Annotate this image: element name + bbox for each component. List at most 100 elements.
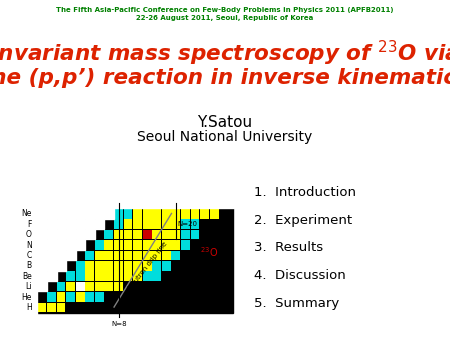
- Bar: [171, 230, 180, 239]
- Bar: [114, 240, 123, 250]
- Bar: [181, 219, 190, 229]
- Bar: [37, 208, 47, 219]
- Bar: [104, 251, 113, 260]
- Bar: [66, 208, 76, 219]
- Bar: [76, 239, 86, 250]
- Bar: [181, 230, 190, 239]
- Bar: [95, 261, 104, 271]
- Bar: [191, 230, 199, 239]
- Text: O: O: [26, 230, 32, 239]
- Bar: [86, 292, 94, 302]
- Bar: [95, 240, 104, 250]
- Bar: [162, 261, 171, 271]
- Bar: [114, 219, 123, 229]
- Bar: [104, 208, 114, 219]
- Text: Seoul National University: Seoul National University: [137, 130, 313, 144]
- Bar: [171, 219, 180, 229]
- Bar: [181, 209, 190, 219]
- Bar: [36, 197, 233, 313]
- Bar: [47, 250, 57, 260]
- Bar: [143, 230, 152, 239]
- Bar: [95, 251, 104, 260]
- Bar: [14, 188, 234, 208]
- Text: C: C: [27, 251, 32, 260]
- Bar: [143, 251, 152, 260]
- Bar: [133, 261, 142, 271]
- Bar: [143, 261, 152, 271]
- Text: N=8: N=8: [111, 320, 126, 327]
- Bar: [47, 208, 57, 219]
- Bar: [162, 230, 171, 239]
- Bar: [153, 271, 161, 281]
- Bar: [37, 239, 47, 250]
- Bar: [171, 209, 180, 219]
- Bar: [104, 261, 113, 271]
- Bar: [162, 209, 171, 219]
- Bar: [86, 282, 94, 291]
- Bar: [191, 209, 199, 219]
- Bar: [37, 229, 47, 239]
- Bar: [133, 219, 142, 229]
- Text: Y.Satou: Y.Satou: [198, 115, 252, 130]
- Bar: [153, 261, 161, 271]
- Bar: [57, 303, 65, 312]
- Bar: [143, 230, 152, 239]
- Bar: [153, 230, 161, 239]
- Bar: [162, 240, 171, 250]
- Text: H: H: [26, 303, 32, 312]
- Text: B: B: [27, 262, 32, 270]
- Bar: [86, 219, 95, 229]
- Bar: [171, 240, 180, 250]
- Bar: [95, 219, 104, 229]
- Bar: [47, 229, 57, 239]
- Bar: [37, 219, 47, 229]
- Bar: [37, 250, 47, 260]
- Bar: [95, 271, 104, 281]
- Bar: [76, 282, 85, 291]
- Text: Neutron drip line: Neutron drip line: [127, 240, 168, 291]
- Text: F: F: [27, 220, 32, 229]
- Bar: [162, 251, 171, 260]
- Bar: [143, 240, 152, 250]
- Bar: [114, 230, 123, 239]
- Text: Li: Li: [25, 282, 32, 291]
- Bar: [153, 251, 161, 260]
- Bar: [47, 239, 57, 250]
- Bar: [57, 292, 65, 302]
- Bar: [86, 261, 94, 271]
- Bar: [143, 271, 152, 281]
- Bar: [14, 193, 37, 328]
- Bar: [66, 271, 75, 281]
- Bar: [57, 260, 66, 271]
- Bar: [66, 229, 76, 239]
- Bar: [76, 261, 85, 271]
- Bar: [57, 208, 66, 219]
- Bar: [66, 250, 76, 260]
- Bar: [76, 271, 85, 281]
- Bar: [76, 292, 85, 302]
- Bar: [95, 282, 104, 291]
- Bar: [76, 229, 86, 239]
- Bar: [76, 208, 86, 219]
- Text: Be: Be: [22, 272, 32, 281]
- Bar: [143, 209, 152, 219]
- Text: 5.  Summary: 5. Summary: [254, 297, 339, 310]
- Text: N=20: N=20: [177, 221, 197, 227]
- Bar: [37, 303, 46, 312]
- Bar: [76, 282, 85, 291]
- Bar: [153, 240, 161, 250]
- Text: The Fifth Asia-Pacific Conference on Few-Body Problems in Physics 2011 (APFB2011: The Fifth Asia-Pacific Conference on Few…: [56, 7, 394, 13]
- Bar: [171, 251, 180, 260]
- Bar: [47, 303, 56, 312]
- Bar: [114, 251, 123, 260]
- Bar: [37, 271, 47, 281]
- Text: 1.  Introduction: 1. Introduction: [254, 186, 356, 199]
- Bar: [133, 230, 142, 239]
- Bar: [86, 251, 94, 260]
- Text: 3.  Results: 3. Results: [254, 241, 324, 254]
- Bar: [133, 240, 142, 250]
- Bar: [124, 230, 132, 239]
- Text: Invariant mass spectroscopy of $^{23}$O via: Invariant mass spectroscopy of $^{23}$O …: [0, 39, 450, 68]
- Bar: [57, 250, 66, 260]
- Bar: [86, 229, 95, 239]
